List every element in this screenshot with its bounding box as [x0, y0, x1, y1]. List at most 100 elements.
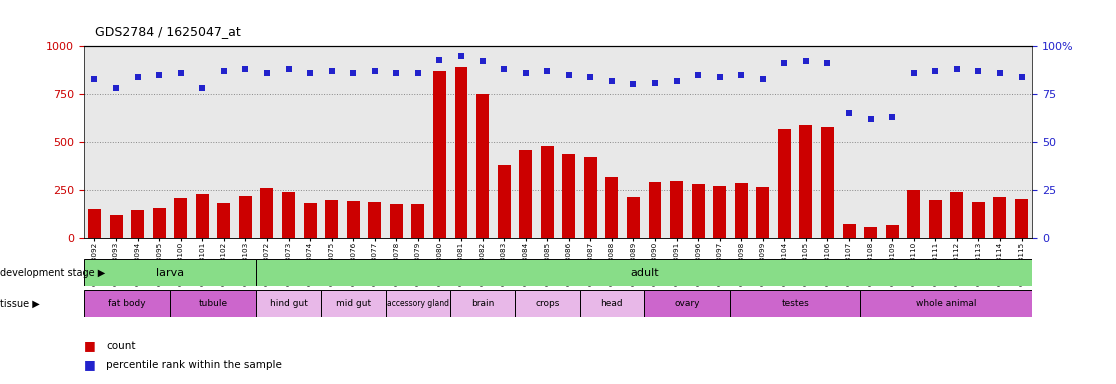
Point	[560, 72, 578, 78]
Text: tissue ▶: tissue ▶	[0, 298, 40, 308]
Point	[690, 72, 708, 78]
Bar	[433, 71, 446, 238]
Point	[905, 70, 923, 76]
Bar	[88, 209, 100, 238]
Bar	[864, 227, 877, 238]
Bar	[260, 188, 273, 238]
Text: larva: larva	[156, 268, 184, 278]
Text: crops: crops	[535, 299, 559, 308]
Text: mid gut: mid gut	[336, 299, 371, 308]
Bar	[519, 150, 532, 238]
Point	[947, 66, 965, 72]
Bar	[843, 223, 856, 238]
Bar	[132, 210, 144, 238]
Bar	[170, 290, 257, 317]
Bar	[648, 182, 662, 238]
Bar	[153, 208, 165, 238]
Text: head: head	[600, 299, 623, 308]
Point	[625, 81, 643, 88]
Point	[603, 78, 620, 84]
Bar	[1016, 199, 1028, 238]
Point	[172, 70, 190, 76]
Point	[776, 60, 793, 66]
Point	[496, 66, 513, 72]
Bar	[627, 197, 639, 238]
Point	[538, 68, 556, 74]
Bar	[514, 290, 579, 317]
Point	[323, 68, 340, 74]
Bar	[239, 196, 252, 238]
Point	[840, 110, 858, 116]
Bar	[713, 186, 727, 238]
Bar	[541, 146, 554, 238]
Bar	[84, 259, 257, 286]
Bar	[951, 192, 963, 238]
Bar	[174, 198, 187, 238]
Point	[667, 78, 685, 84]
Point	[818, 60, 836, 66]
Bar	[799, 125, 812, 238]
Bar	[644, 290, 731, 317]
Bar	[257, 290, 321, 317]
Bar	[304, 203, 317, 238]
Point	[711, 74, 729, 80]
Bar	[412, 204, 424, 238]
Text: percentile rank within the sample: percentile rank within the sample	[106, 360, 282, 370]
Bar	[389, 204, 403, 238]
Text: ■: ■	[84, 358, 96, 371]
Bar	[929, 200, 942, 238]
Bar	[368, 202, 382, 238]
Point	[991, 70, 1009, 76]
Text: accessory gland: accessory gland	[387, 299, 449, 308]
Text: testes: testes	[781, 299, 809, 308]
Text: GDS2784 / 1625047_at: GDS2784 / 1625047_at	[95, 25, 241, 38]
Text: whole animal: whole animal	[916, 299, 976, 308]
Bar	[734, 184, 748, 238]
Bar	[282, 192, 295, 238]
Bar	[562, 154, 575, 238]
Point	[646, 79, 664, 86]
Point	[237, 66, 254, 72]
Bar	[886, 225, 898, 238]
Text: tubule: tubule	[199, 299, 228, 308]
Bar	[450, 290, 514, 317]
Bar	[993, 197, 1007, 238]
Bar	[109, 215, 123, 238]
Point	[732, 72, 750, 78]
Bar	[821, 127, 834, 238]
Bar	[347, 200, 359, 238]
Bar	[385, 290, 450, 317]
Bar	[972, 202, 984, 238]
Point	[344, 70, 362, 76]
Point	[151, 72, 169, 78]
Bar	[605, 177, 618, 238]
Bar	[218, 203, 230, 238]
Point	[128, 74, 146, 80]
Point	[301, 70, 319, 76]
Bar	[498, 165, 510, 238]
Point	[387, 70, 405, 76]
Text: ■: ■	[84, 339, 96, 352]
Bar	[454, 67, 468, 238]
Bar	[84, 290, 170, 317]
Point	[107, 85, 125, 91]
Bar	[859, 290, 1032, 317]
Text: development stage ▶: development stage ▶	[0, 268, 105, 278]
Bar	[257, 259, 1032, 286]
Point	[452, 53, 470, 59]
Bar	[579, 290, 644, 317]
Bar	[670, 182, 683, 238]
Point	[797, 58, 815, 65]
Point	[258, 70, 276, 76]
Point	[970, 68, 988, 74]
Point	[280, 66, 298, 72]
Text: brain: brain	[471, 299, 494, 308]
Point	[431, 56, 449, 63]
Point	[517, 70, 535, 76]
Text: ovary: ovary	[674, 299, 700, 308]
Point	[1012, 74, 1030, 80]
Text: adult: adult	[629, 268, 658, 278]
Bar	[584, 157, 597, 238]
Point	[883, 114, 901, 120]
Text: hind gut: hind gut	[270, 299, 307, 308]
